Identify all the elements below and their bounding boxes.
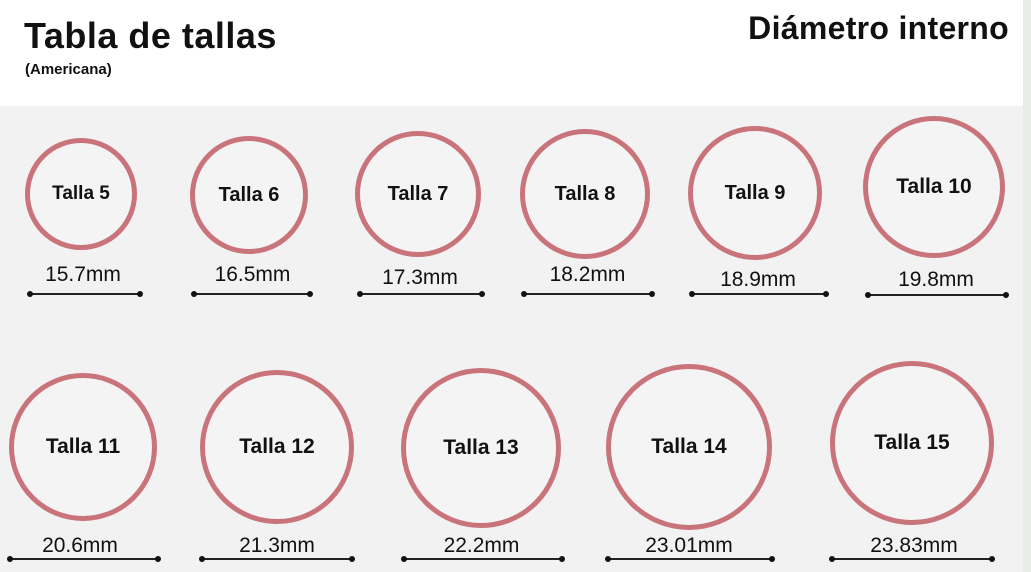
ring-label: Talla 7 bbox=[387, 182, 449, 205]
measure-line bbox=[27, 291, 143, 297]
ring-label: Talla 8 bbox=[554, 182, 616, 205]
diameter-value: 19.8mm bbox=[898, 268, 974, 291]
ring-size-9: Talla 9 bbox=[688, 126, 822, 260]
ring-size-15: Talla 15 bbox=[830, 361, 994, 525]
page-title: Tabla de tallas bbox=[24, 15, 277, 56]
ring-size-7: Talla 7 bbox=[355, 131, 481, 257]
measure-line bbox=[829, 556, 995, 562]
diameter-value: 17.3mm bbox=[382, 266, 458, 289]
measure-line bbox=[605, 556, 775, 562]
ring-size-8: Talla 8 bbox=[520, 129, 650, 259]
page-subtitle: (Americana) bbox=[25, 61, 112, 78]
ring-label: Talla 9 bbox=[724, 181, 786, 204]
diameter-value: 18.9mm bbox=[720, 268, 796, 291]
measure-line bbox=[521, 291, 655, 297]
ring-size-13: Talla 13 bbox=[401, 368, 561, 528]
diameter-value: 23.01mm bbox=[645, 534, 733, 557]
ring-label: Talla 11 bbox=[45, 435, 121, 458]
ring-size-6: Talla 6 bbox=[190, 136, 308, 254]
ring-label: Talla 13 bbox=[443, 436, 519, 459]
measure-line bbox=[199, 556, 355, 562]
diameter-heading: Diámetro interno bbox=[748, 10, 1009, 46]
measure-line bbox=[865, 292, 1009, 298]
size-chart: Talla 5 15.7mm Talla 6 16.5mm Talla 7 17… bbox=[0, 106, 1031, 572]
diameter-value: 15.7mm bbox=[45, 263, 121, 286]
ring-label: Talla 14 bbox=[651, 435, 727, 458]
measure-line bbox=[191, 291, 313, 297]
ring-size-12: Talla 12 bbox=[200, 370, 354, 524]
header: Tabla de tallas (Americana) Diámetro int… bbox=[0, 0, 1031, 106]
ring-label: Talla 15 bbox=[874, 431, 950, 454]
ring-label: Talla 5 bbox=[52, 183, 110, 204]
measure-line bbox=[7, 556, 161, 562]
ring-size-14: Talla 14 bbox=[606, 364, 772, 530]
diameter-value: 16.5mm bbox=[214, 263, 291, 286]
diameter-value: 23.83mm bbox=[870, 534, 958, 557]
ring-label: Talla 12 bbox=[239, 435, 315, 458]
ring-size-11: Talla 11 bbox=[9, 373, 157, 521]
ring-label: Talla 6 bbox=[218, 183, 280, 206]
diameter-value: 21.3mm bbox=[239, 534, 315, 557]
ring-size-5: Talla 5 bbox=[25, 138, 137, 250]
measure-line bbox=[401, 556, 565, 562]
ring-label: Talla 10 bbox=[896, 175, 972, 198]
diameter-value: 18.2mm bbox=[549, 263, 626, 286]
ring-size-10: Talla 10 bbox=[863, 116, 1005, 258]
diameter-value: 22.2mm bbox=[443, 534, 520, 557]
measure-line bbox=[689, 291, 829, 297]
right-edge-strip bbox=[1023, 0, 1031, 572]
diameter-value: 20.6mm bbox=[42, 534, 118, 557]
measure-line bbox=[357, 291, 485, 297]
